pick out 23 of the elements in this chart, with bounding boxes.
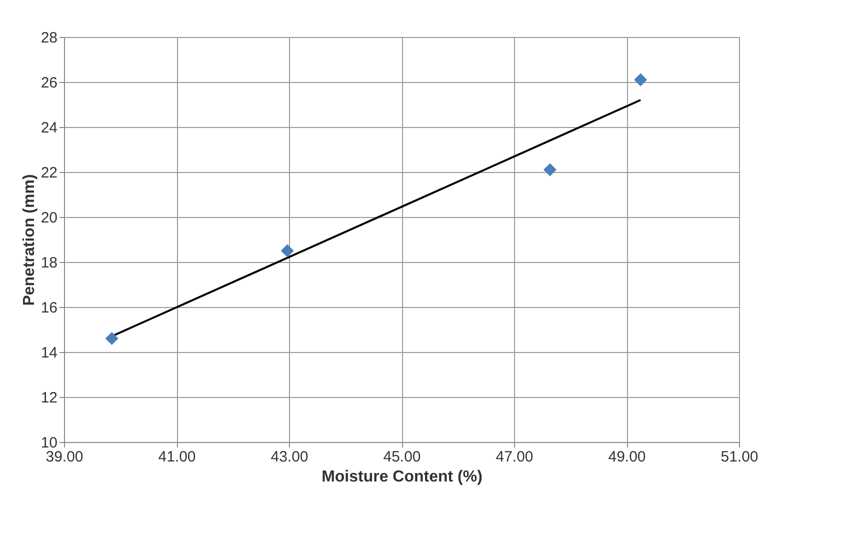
point bbox=[634, 73, 648, 86]
y-tick-label: 16 bbox=[40, 300, 58, 316]
point bbox=[105, 332, 118, 346]
x-tick-label: 47.00 bbox=[496, 448, 534, 466]
point bbox=[280, 244, 294, 258]
x-tick-label: 49.00 bbox=[608, 448, 646, 466]
y-tick-label: 10 bbox=[40, 434, 58, 452]
x-tick-label: 51.00 bbox=[720, 448, 758, 466]
y-tick-label: 12 bbox=[40, 390, 58, 406]
y-tick-label: 28 bbox=[40, 30, 58, 46]
y-axis-title: Penetration (mm) bbox=[20, 174, 38, 306]
y-tick-label: 24 bbox=[40, 120, 58, 136]
x-tick-label: 41.00 bbox=[158, 448, 196, 466]
x-tick-label: 45.00 bbox=[383, 448, 421, 466]
x-axis-title: Moisture Content (%) bbox=[322, 468, 482, 486]
y-tick-label: 14 bbox=[40, 344, 58, 362]
y-tick-label: 18 bbox=[40, 254, 58, 272]
x-tick-label: 39.00 bbox=[46, 448, 84, 466]
y-tick-label: 22 bbox=[40, 164, 58, 182]
y-tick-label: 20 bbox=[40, 210, 58, 226]
x-tick-label: 43.00 bbox=[270, 448, 308, 466]
y-tick-label: 26 bbox=[40, 74, 58, 92]
point bbox=[543, 163, 557, 176]
